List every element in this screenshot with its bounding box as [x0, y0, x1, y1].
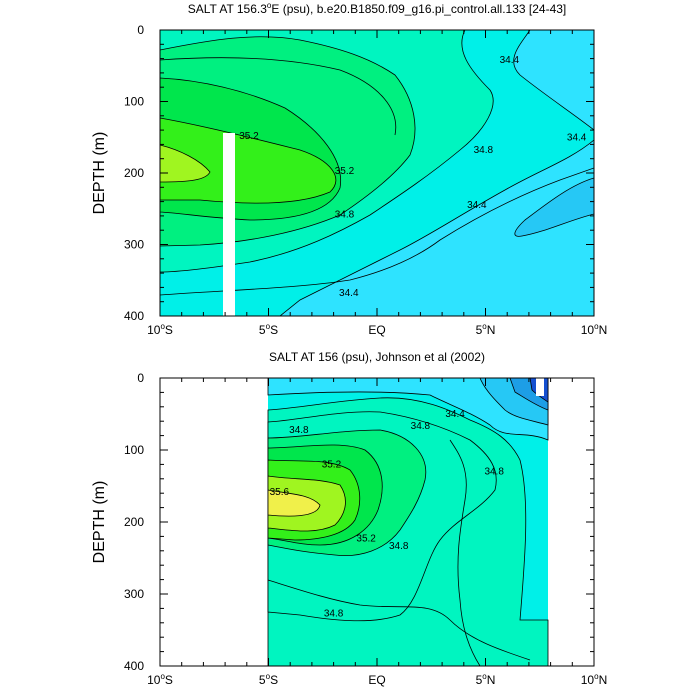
bottom-x-tick-label: 10oS: [147, 672, 173, 687]
bottom-contour-label: 34.8: [389, 541, 409, 552]
bottom-y-tick-label: 100: [124, 443, 144, 457]
bottom-contour-label: 34.8: [289, 425, 309, 436]
bottom-y-tick-label: 200: [124, 515, 144, 529]
bottom-contour-34.4-region: [267, 378, 549, 441]
bottom-contour-label: 35.2: [322, 459, 342, 470]
bottom-contour-labels: 34.8 35.2 35.6 35.2 34.8 34.8 34.4 34.8 34.8: [270, 409, 505, 619]
bottom-contour-field: [267, 378, 549, 666]
top-x-tick-label: EQ: [368, 323, 385, 337]
top-y-tick-label: 100: [124, 95, 144, 109]
bottom-contour-label: 34.8: [484, 467, 504, 478]
bottom-x-tick-labels: 10oS 5oS EQ 5oN 10oN: [147, 672, 607, 687]
top-y-tick-label: 200: [124, 166, 144, 180]
bottom-contour-label: 34.8: [411, 421, 431, 432]
bottom-contour-label: 34.4: [445, 409, 465, 420]
bottom-y-tick-labels: 0 100 200 300 400: [124, 371, 144, 673]
bottom-y-tick-label: 400: [124, 659, 144, 673]
top-x-tick-label: 5oN: [476, 322, 496, 337]
bottom-panel: SALT AT 156 (psu), Johnson et al (2002) …: [91, 350, 607, 687]
bottom-contour-label: 35.6: [270, 487, 290, 498]
top-contour-35.2-region: [160, 117, 337, 204]
bottom-y-tick-label: 300: [124, 587, 144, 601]
bottom-contour-label: 35.2: [356, 534, 376, 545]
top-y-tick-label: 300: [124, 238, 144, 252]
top-y-axis-label: DEPTH (m): [91, 132, 108, 215]
top-contour-label: 35.2: [335, 166, 355, 177]
top-axis-ticks: [159, 29, 595, 317]
bottom-x-tick-label: 5oS: [259, 672, 278, 687]
top-panel: SALT AT 156.3oE (psu), b.e20.B1850.f09_g…: [91, 1, 607, 337]
top-contour-label: 35.2: [239, 131, 259, 142]
top-contour-field: [160, 30, 594, 316]
top-contour-label: 34.8: [335, 209, 355, 220]
top-contour-34.4-region-east: [279, 139, 594, 316]
top-x-tick-label: 10oS: [147, 322, 173, 337]
top-title: SALT AT 156.3oE (psu), b.e20.B1850.f09_g…: [188, 1, 567, 16]
top-contour-label: 34.4: [339, 288, 359, 299]
top-y-tick-labels: 0 100 200 300 400: [124, 23, 144, 323]
bottom-axis-ticks: [159, 377, 595, 667]
top-contour-label: 34.8: [474, 145, 494, 156]
top-x-tick-label: 5oS: [259, 322, 278, 337]
top-missing-data-band: [223, 133, 235, 316]
bottom-contour-35.8-region: [267, 489, 321, 517]
top-x-tick-labels: 10oS 5oS EQ 5oN 10oN: [147, 322, 607, 337]
bottom-missing-data-gap: [536, 378, 544, 396]
top-contour-34.2-region: [514, 177, 594, 237]
top-contour-line: [160, 57, 397, 136]
bottom-x-tick-label: 5oN: [476, 672, 496, 687]
bottom-x-tick-label: 10oN: [581, 672, 607, 687]
bottom-contour-label: 34.8: [324, 608, 344, 619]
top-contour-35.4-region: [160, 144, 211, 183]
top-contour-label: 34.4: [500, 55, 520, 66]
bottom-contour-line: [449, 439, 481, 666]
top-contour-label: 34.4: [467, 200, 487, 211]
top-contour-line: [160, 167, 594, 296]
bottom-title: SALT AT 156 (psu), Johnson et al (2002): [269, 350, 485, 364]
bottom-x-tick-label: EQ: [368, 673, 385, 687]
top-contour-label: 34.4: [567, 132, 587, 143]
bottom-y-tick-label: 0: [137, 371, 144, 385]
top-y-tick-label: 400: [124, 309, 144, 323]
bottom-y-axis-label: DEPTH (m): [91, 481, 108, 564]
top-x-tick-label: 10oN: [581, 322, 607, 337]
top-y-tick-label: 0: [137, 23, 144, 37]
bottom-contour-line: [267, 579, 531, 661]
top-contour-34.4-region: [513, 30, 594, 131]
top-contour-labels: 35.2 35.2 34.8 34.4 34.8 34.4 34.4 34.4: [239, 55, 587, 299]
